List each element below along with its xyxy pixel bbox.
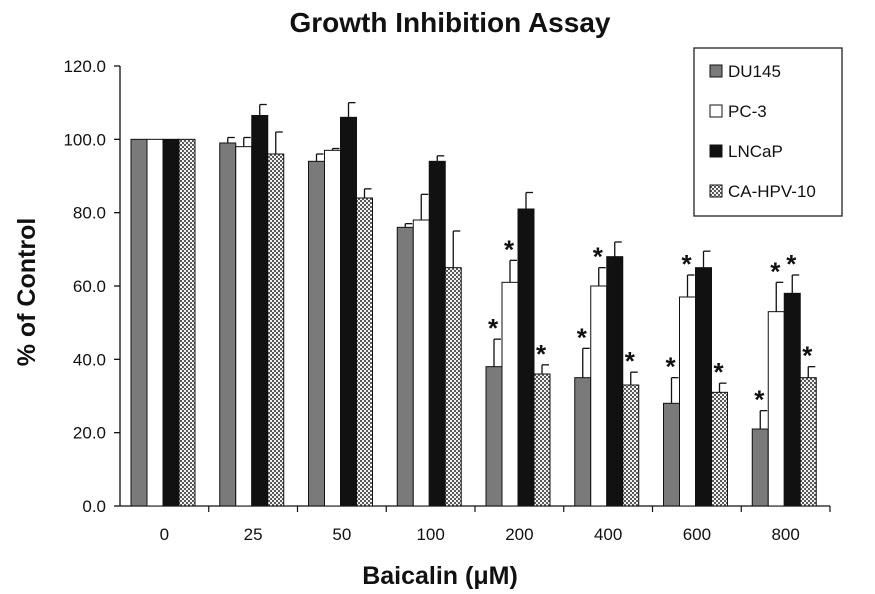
y-axis-title: % of Control [13, 218, 41, 367]
bar [485, 366, 503, 507]
x-tick-label: 100 [416, 525, 444, 544]
bar [324, 149, 341, 507]
bar [590, 285, 608, 507]
legend-swatch [709, 64, 723, 78]
x-tick-label: 800 [771, 525, 799, 544]
y-tick-label: 20.0 [73, 424, 106, 443]
legend-label: PC-3 [728, 102, 767, 121]
bar [574, 377, 592, 507]
significance-marker: * [770, 256, 781, 286]
significance-marker: * [802, 341, 813, 371]
bar [517, 208, 535, 507]
significance-marker: * [786, 249, 797, 279]
significance-marker: * [681, 249, 692, 279]
y-tick-label: 80.0 [73, 204, 106, 223]
chart-title: Growth Inhibition Assay [290, 7, 611, 38]
bar [533, 373, 551, 507]
significance-marker: * [577, 322, 588, 352]
bar [767, 311, 785, 507]
y-tick-label: 0.0 [82, 497, 106, 516]
legend-label: LNCaP [728, 142, 783, 161]
bar [219, 142, 237, 507]
bar [695, 267, 712, 507]
legend: DU145 PC-3 LNCaP CA-HPV-10 [693, 47, 843, 217]
x-tick-label: 600 [683, 525, 711, 544]
bar [308, 160, 325, 507]
bar [711, 391, 728, 507]
significance-marker: * [625, 346, 636, 376]
x-tick-label: 200 [505, 525, 533, 544]
significance-marker: * [536, 339, 547, 369]
bar [162, 138, 180, 507]
bar [178, 138, 196, 507]
x-tick-label: 50 [332, 525, 351, 544]
bar [751, 428, 769, 507]
bar [622, 384, 640, 507]
bar [606, 256, 624, 507]
legend-swatch [709, 184, 723, 198]
bar [799, 377, 817, 507]
legend-label: CA-HPV-10 [728, 182, 816, 201]
y-tick-label: 40.0 [73, 350, 106, 369]
legend-swatch [709, 144, 723, 158]
significance-marker: * [665, 352, 676, 382]
bar [444, 267, 462, 507]
significance-marker: * [504, 234, 515, 264]
x-tick-label: 0 [160, 525, 169, 544]
legend-label: DU145 [728, 62, 781, 81]
legend-swatch [709, 104, 723, 118]
significance-marker: * [754, 385, 765, 415]
bar [663, 402, 680, 507]
y-tick-label: 100.0 [63, 130, 106, 149]
x-tick-label: 25 [244, 525, 263, 544]
significance-marker: * [593, 242, 604, 272]
bar [251, 115, 269, 507]
bar [235, 146, 253, 507]
bar [356, 197, 373, 507]
bar [396, 226, 414, 507]
plot-area: 0.0 20.0 40.0 60.0 80.0 100.0 120.0 0 25 50 100 200… [63, 57, 831, 544]
y-tick-label: 60.0 [73, 277, 106, 296]
bar [267, 153, 285, 507]
bar [340, 116, 357, 507]
significance-marker: * [488, 313, 499, 343]
bar [428, 160, 446, 507]
bar [412, 219, 430, 507]
x-axis-title: Baicalin (μM) [362, 562, 518, 590]
x-tick-label: 400 [594, 525, 622, 544]
bar [130, 138, 148, 507]
y-tick-label: 120.0 [63, 57, 106, 76]
bar [501, 281, 519, 507]
bar [783, 292, 801, 507]
significance-marker: * [713, 357, 724, 387]
bar [146, 138, 164, 507]
bar [679, 296, 696, 507]
